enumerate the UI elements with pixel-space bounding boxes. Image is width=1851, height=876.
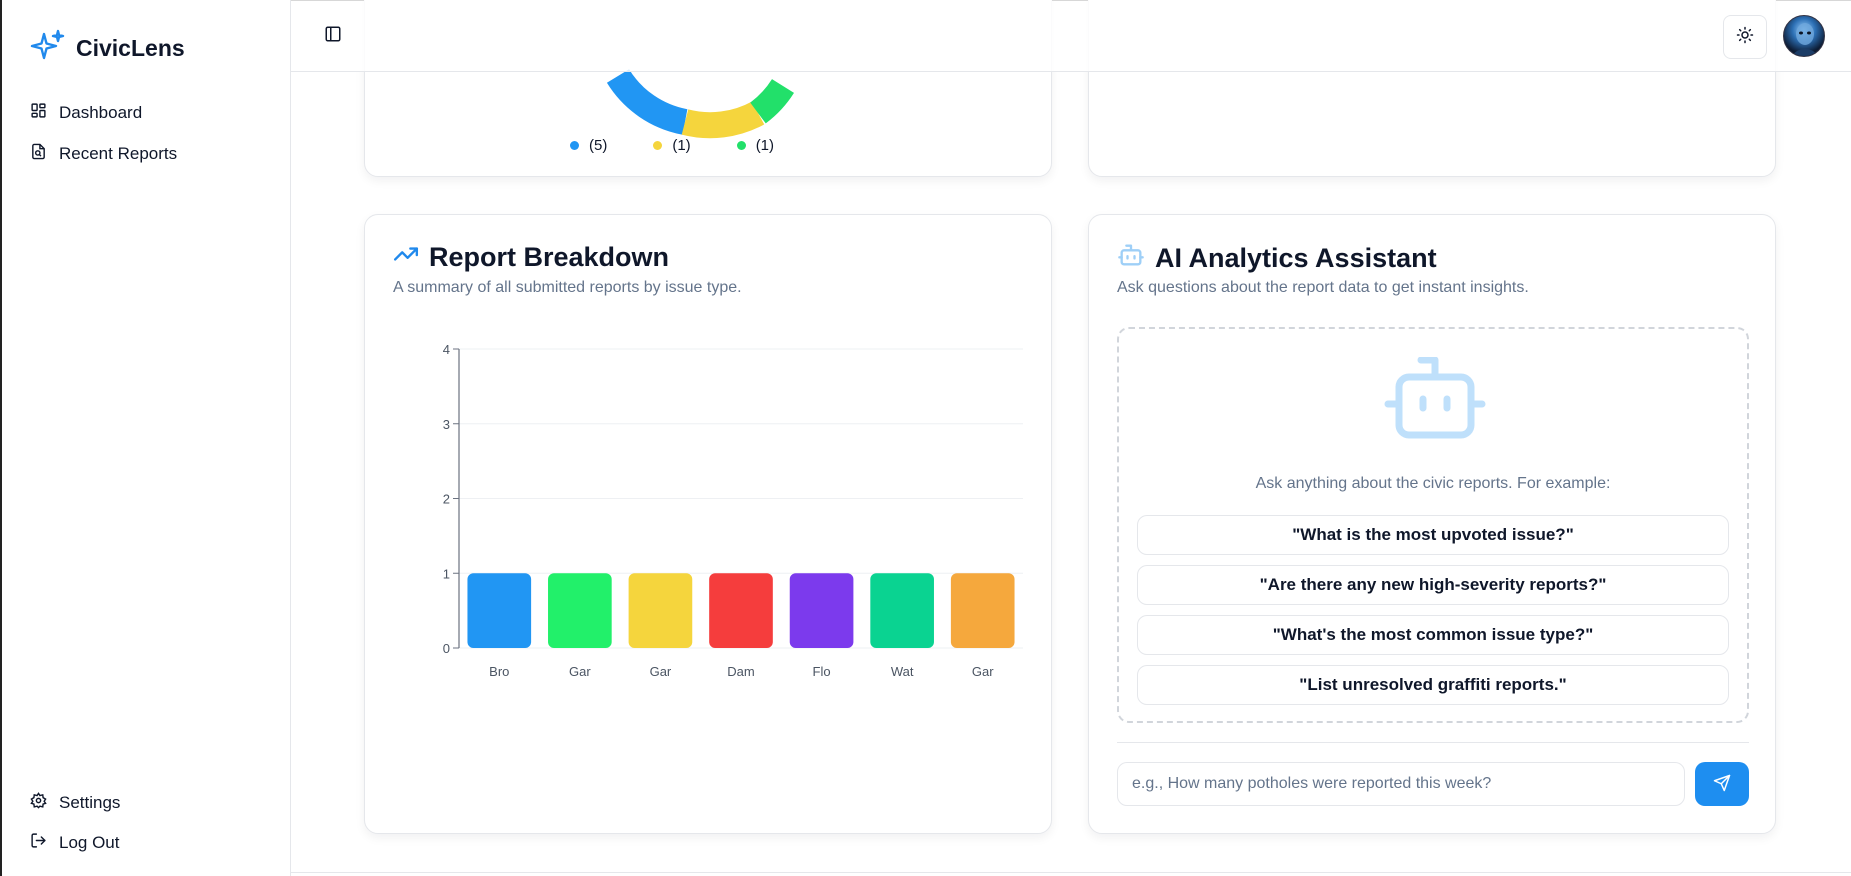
suggestion-button[interactable]: "What is the most upvoted issue?" [1137, 515, 1729, 555]
topbar [291, 0, 1851, 72]
legend-dot [736, 141, 746, 150]
user-avatar[interactable] [1783, 15, 1825, 57]
ai-assistant-card: AI Analytics Assistant Ask questions abo… [1088, 214, 1776, 834]
ai-suggestions-box: Ask anything about the civic reports. Fo… [1117, 327, 1749, 723]
sparkles-icon [30, 28, 66, 69]
donut-slice-blue [606, 68, 688, 135]
sun-icon [1736, 26, 1754, 49]
x-tick-label: Wat [891, 664, 914, 679]
trending-up-icon [393, 241, 419, 274]
legend-dot [653, 141, 663, 150]
report-file-icon [30, 143, 47, 165]
breakdown-title: Report Breakdown [429, 242, 670, 272]
ai-question-input[interactable] [1117, 762, 1685, 806]
x-tick-label: Gar [650, 664, 672, 679]
legend-item[interactable]: (5) [570, 137, 607, 154]
send-button[interactable] [1695, 762, 1749, 806]
sidebar-toggle-button[interactable] [321, 24, 345, 48]
y-tick-label: 1 [443, 566, 450, 581]
donut-slice-yellow [681, 101, 765, 139]
breakdown-subtitle: A summary of all submitted reports by is… [393, 279, 742, 296]
suggestion-button[interactable]: "List unresolved graffiti reports." [1137, 665, 1729, 705]
y-tick-label: 3 [443, 417, 450, 432]
report-bar-chart: 0 1 2 3 4 Bro Gar Gar Dam Flo Wat Gar [443, 342, 1023, 679]
ai-subtitle: Ask questions about the report data to g… [1117, 279, 1529, 296]
sidebar-item-label: Dashboard [59, 103, 143, 122]
card-title: Report Breakdown [393, 241, 669, 274]
ai-title: AI Analytics Assistant [1155, 243, 1437, 273]
y-tick-label: 4 [443, 342, 450, 357]
x-tick-label: Flo [813, 664, 831, 679]
x-tick-label: Gar [972, 664, 994, 679]
legend-item[interactable]: (1) [653, 137, 691, 154]
bar [548, 573, 612, 648]
sidebar-item-label: Log Out [59, 833, 120, 852]
avatar-image [1792, 23, 1818, 56]
sidebar-item-label: Settings [59, 793, 121, 812]
donut-slice-green [749, 78, 794, 124]
x-tick-label: Gar [569, 664, 591, 679]
sidebar-item-dashboard[interactable]: Dashboard [30, 96, 177, 130]
legend-item[interactable]: (1) [736, 137, 775, 154]
sidebar-item-label: Recent Reports [59, 144, 178, 163]
status-legend: (5) (1) (1) [570, 137, 774, 154]
bar [467, 573, 532, 648]
logout-icon [30, 832, 47, 854]
bot-illustration-icon [1383, 356, 1487, 446]
ai-hint: Ask anything about the civic reports. Fo… [1255, 475, 1611, 492]
brand-name: CivicLens [76, 35, 185, 61]
x-tick-label: Dam [727, 664, 754, 679]
status-donut [606, 68, 794, 139]
bar [628, 573, 693, 648]
legend-dot [570, 141, 579, 150]
y-tick-label: 2 [443, 492, 450, 507]
send-icon [1713, 774, 1731, 795]
suggestion-button[interactable]: "Are there any new high-severity reports… [1137, 565, 1729, 605]
bot-icon [1117, 241, 1145, 276]
dashboard-icon [30, 102, 47, 124]
divider [1117, 742, 1749, 743]
sidebar: CivicLens Dashboard Recent Reports [0, 0, 291, 876]
sidebar-item-logout[interactable]: Log Out [30, 826, 120, 860]
brand[interactable]: CivicLens [30, 28, 185, 69]
sidebar-item-settings[interactable]: Settings [30, 786, 120, 820]
suggestion-button[interactable]: "What's the most common issue type?" [1137, 615, 1729, 655]
bar [789, 573, 854, 648]
report-breakdown-card: Report Breakdown A summary of all submit… [364, 214, 1052, 834]
card-title: AI Analytics Assistant [1117, 241, 1437, 276]
bar [950, 573, 1015, 648]
sidebar-item-recent-reports[interactable]: Recent Reports [30, 137, 177, 171]
legend-count: (1) [755, 137, 775, 154]
gear-icon [30, 792, 47, 814]
sidebar-bottom-nav: Settings Log Out [30, 786, 120, 866]
sidebar-toggle-icon [324, 25, 342, 48]
sidebar-nav: Dashboard Recent Reports [30, 96, 177, 178]
x-tick-label: Bro [489, 664, 509, 679]
legend-count: (1) [672, 137, 691, 154]
bar [709, 573, 773, 648]
y-tick-label: 0 [443, 641, 450, 656]
theme-toggle-button[interactable] [1723, 15, 1767, 59]
bar [870, 573, 934, 648]
legend-count: (5) [589, 137, 608, 154]
